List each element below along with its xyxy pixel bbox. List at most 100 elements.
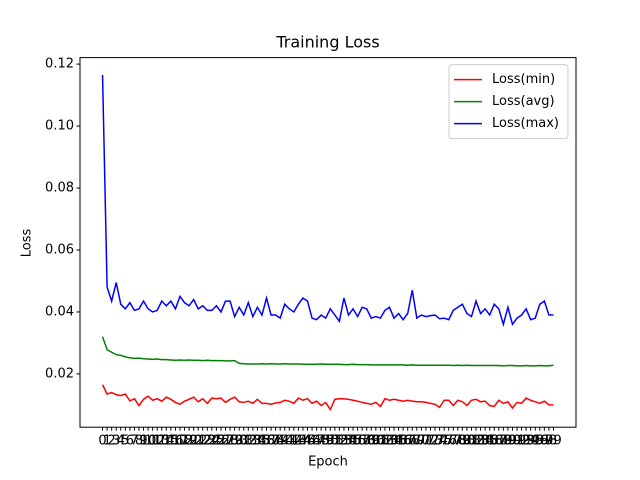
x-tick-label: 67 — [399, 434, 416, 449]
x-tick-label: 24 — [204, 434, 221, 449]
legend-label: Loss(min) — [492, 72, 555, 87]
plot-frame — [79, 57, 577, 428]
x-tick-label: 72 — [422, 434, 439, 449]
x-tick-label: 80 — [459, 434, 476, 449]
x-tick-label: 69 — [409, 434, 426, 449]
x-tick-label: 84 — [477, 434, 494, 449]
x-tick-label: 86 — [486, 434, 503, 449]
x-tick-label: 90 — [504, 434, 521, 449]
x-tick-label: 27 — [217, 434, 234, 449]
x-tick-label: 34 — [249, 434, 266, 449]
x-tick-label: 66 — [395, 434, 412, 449]
x-tick-label: 2 — [108, 434, 116, 449]
x-tick-label: 73 — [427, 434, 444, 449]
x-tick-label: 1 — [103, 434, 111, 449]
y-tick-label: 0.04 — [45, 304, 74, 319]
x-tick-label: 22 — [194, 434, 211, 449]
x-tick-label: 7 — [130, 434, 138, 449]
chart-title: Training Loss — [275, 33, 379, 52]
line-series — [101, 336, 554, 367]
x-tick-label: 52 — [331, 434, 348, 449]
x-tick-label: 13 — [153, 434, 170, 449]
x-tick-label: 77 — [445, 434, 462, 449]
x-tick-label: 28 — [222, 434, 239, 449]
x-tick-label: 38 — [267, 434, 284, 449]
x-tick-label: 51 — [327, 434, 344, 449]
x-tick-label: 89 — [500, 434, 517, 449]
x-tick-label: 6 — [126, 434, 134, 449]
x-tick-label: 42 — [286, 434, 303, 449]
x-tick-label: 15 — [163, 434, 180, 449]
x-tick-label: 98 — [541, 434, 558, 449]
y-tick-label: 0.02 — [45, 366, 74, 381]
x-tick-label: 9 — [139, 434, 147, 449]
x-tick-label: 31 — [235, 434, 252, 449]
x-tick-label: 61 — [372, 434, 389, 449]
x-tick-label: 97 — [536, 434, 553, 449]
x-tick-label: 49 — [317, 434, 334, 449]
x-tick-label: 78 — [450, 434, 467, 449]
x-tick-label: 59 — [363, 434, 380, 449]
x-tick-label: 8 — [135, 434, 143, 449]
y-tick-label: 0.12 — [45, 57, 74, 72]
x-tick-label: 10 — [140, 434, 157, 449]
x-tick-label: 65 — [390, 434, 407, 449]
x-tick-label: 55 — [345, 434, 362, 449]
x-tick-label: 79 — [454, 434, 471, 449]
x-tick-label: 87 — [491, 434, 508, 449]
x-tick-label: 75 — [436, 434, 453, 449]
x-tick-label: 21 — [190, 434, 207, 449]
x-tick-label: 4 — [117, 434, 125, 449]
x-tick-label: 56 — [349, 434, 366, 449]
x-tick-label: 50 — [322, 434, 339, 449]
x-tick-label: 74 — [431, 434, 448, 449]
x-tick-label: 14 — [158, 434, 175, 449]
x-tick-label: 40 — [276, 434, 293, 449]
x-tick-label: 99 — [545, 434, 562, 449]
line-series — [101, 74, 554, 328]
x-tick-label: 54 — [340, 434, 357, 449]
x-tick-label: 96 — [532, 434, 549, 449]
x-tick-label: 41 — [281, 434, 298, 449]
x-tick-label: 44 — [295, 434, 312, 449]
x-tick-label: 81 — [463, 434, 480, 449]
x-tick-label: 29 — [226, 434, 243, 449]
x-axis-label: Epoch — [308, 455, 348, 470]
x-tick-label: 53 — [336, 434, 353, 449]
legend-box — [448, 64, 569, 140]
x-tick-label: 18 — [176, 434, 193, 449]
x-tick-label: 83 — [472, 434, 489, 449]
x-tick-label: 46 — [304, 434, 321, 449]
y-axis-label: Loss — [20, 229, 35, 258]
x-tick-label: 60 — [368, 434, 385, 449]
x-tick-label: 94 — [522, 434, 539, 449]
x-tick-label: 36 — [258, 434, 275, 449]
legend-label: Loss(avg) — [492, 94, 555, 109]
x-tick-label: 43 — [290, 434, 307, 449]
x-tick-label: 58 — [358, 434, 375, 449]
x-tick-label: 68 — [404, 434, 421, 449]
x-tick-label: 88 — [495, 434, 512, 449]
y-tick-label: 0.08 — [45, 181, 74, 196]
x-tick-label: 70 — [413, 434, 430, 449]
x-tick-label: 48 — [313, 434, 330, 449]
x-tick-label: 45 — [299, 434, 316, 449]
x-tick-label: 57 — [354, 434, 371, 449]
x-tick-label: 17 — [172, 434, 189, 449]
x-tick-label: 11 — [144, 434, 161, 449]
x-tick-label: 23 — [199, 434, 216, 449]
x-tick-label: 62 — [377, 434, 394, 449]
x-tick-label: 20 — [185, 434, 202, 449]
legend-label: Loss(max) — [492, 116, 559, 131]
x-tick-label: 71 — [418, 434, 435, 449]
y-tick-label: 0.10 — [45, 119, 74, 134]
x-tick-label: 0 — [98, 434, 106, 449]
x-tick-label: 3 — [112, 434, 120, 449]
x-tick-label: 63 — [381, 434, 398, 449]
x-tick-label: 93 — [518, 434, 535, 449]
x-tick-label: 85 — [481, 434, 498, 449]
x-tick-label: 12 — [149, 434, 166, 449]
x-tick-label: 33 — [245, 434, 262, 449]
x-tick-label: 30 — [231, 434, 248, 449]
